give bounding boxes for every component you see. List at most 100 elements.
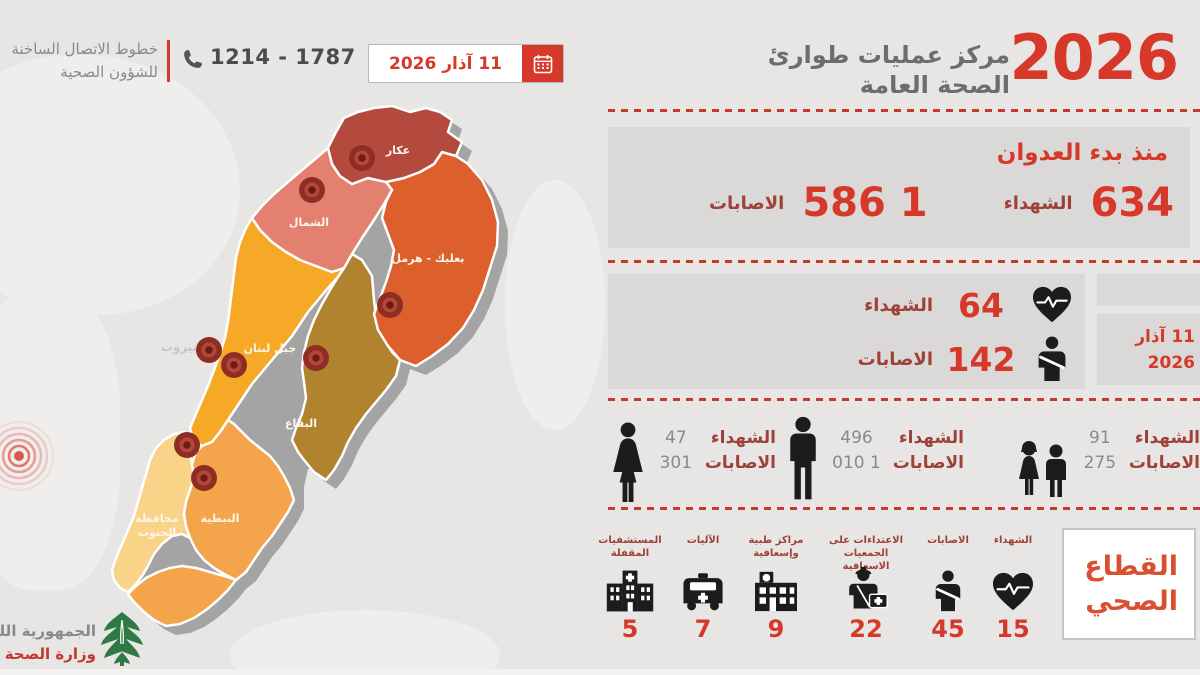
health-sector-items: الشهداء 15 الاصابات 45 الاع xyxy=(597,534,1038,643)
hs-item-ems-attacks: الاعتداءات على الجمعيات الاسعافية 22 xyxy=(824,534,908,643)
since-injuries-value: 1 586 xyxy=(802,180,928,226)
man-icon xyxy=(786,416,820,502)
children-injuries-value: 275 xyxy=(1083,452,1117,473)
children-numbers: 91 275 xyxy=(1083,426,1117,502)
cedar-logo xyxy=(101,612,143,666)
ministry-name: وزارة الصحة العامة xyxy=(0,645,96,664)
map-label-mount-lebanon: جبل لبنان xyxy=(244,342,297,355)
mini-date-line2: 2026 xyxy=(1147,352,1195,373)
map-region-nabatieh xyxy=(182,418,296,582)
medical-center-icon xyxy=(753,564,799,612)
health-sector-title-box: القطاع الصحي xyxy=(1062,528,1196,640)
hs-item-injuries: الاصابات 45 xyxy=(923,534,973,643)
calendar-icon xyxy=(533,54,552,73)
hs-vehicles-label: الآليات xyxy=(686,535,720,546)
hs-injuries-label: الاصابات xyxy=(927,535,969,546)
children-labels: الشهداء الاصابات xyxy=(1129,426,1200,502)
year-title: 2026 xyxy=(1009,21,1179,94)
hs-item-closed-hospitals: المستشفيات المقفلة xyxy=(597,534,663,643)
epicenter-rings-icon xyxy=(0,421,54,491)
paramedic-icon xyxy=(841,564,891,612)
men-labels: الشهداء الاصابات xyxy=(893,426,964,502)
map-label-bekaa: البقاع xyxy=(285,417,317,430)
map-label-south-line2: الجنوب xyxy=(138,526,176,539)
map-region-south-tip xyxy=(126,564,238,628)
ambulance-icon xyxy=(681,564,725,612)
demographics-men-group: الشهداء الاصابات 496 1 010 xyxy=(786,416,964,502)
women-numbers: 47 301 xyxy=(659,426,693,502)
map-label-south-line1: محافظة xyxy=(135,512,178,525)
men-numbers: 496 1 010 xyxy=(832,426,881,502)
dashed-divider xyxy=(608,109,1200,112)
children-injuries-label: الاصابات xyxy=(1128,452,1200,473)
closed-hospital-icon xyxy=(604,564,656,612)
hs-martyrs-value: 15 xyxy=(996,615,1030,643)
hs-injuries-value: 45 xyxy=(931,615,965,643)
date-box: 11 آذار 2026 xyxy=(368,44,564,83)
today-panel: 64 الشهداء 142 الاصابات xyxy=(608,274,1085,389)
children-martyrs-value: 91 xyxy=(1089,428,1111,448)
right-strip-panel xyxy=(1097,274,1200,306)
map-label-beirut: بيروت xyxy=(161,340,197,355)
hs-medical-centers-value: 9 xyxy=(767,615,785,643)
lebanon-map: عكار الشمال بعلبك - هرمل جبل لبنان البقا… xyxy=(110,104,508,635)
health-sector-title-line2: الصحي xyxy=(1085,586,1178,617)
map-label-baalbek-hermel: بعلبك - هرمل xyxy=(392,252,465,265)
hotline-label-line2: للشؤون الصحية xyxy=(60,62,158,81)
hs-ems-attacks-label: الاعتداءات على الجمعيات الاسعافية xyxy=(828,535,904,572)
strike-markers xyxy=(174,145,403,491)
since-injuries-label: الاصابات xyxy=(708,192,785,214)
org-title: مركز عمليات طوارئ الصحة العامة xyxy=(768,40,1010,100)
woman-icon xyxy=(609,422,647,502)
since-start-panel: منذ بدء العدوان 634 الشهداء 1 586 الاصاب… xyxy=(608,127,1190,248)
demographics-women-group: الشهداء الاصابات 47 301 xyxy=(608,416,776,502)
hotline-numbers: 1214 - 1787 xyxy=(210,45,356,69)
background-landmass xyxy=(505,180,605,430)
health-sector-title: القطاع الصحي xyxy=(1084,549,1178,619)
phone-icon xyxy=(184,50,202,68)
since-start-stats: 634 الشهداء 1 586 الاصابات xyxy=(709,183,1174,223)
hs-item-vehicles: الآليات 7 xyxy=(678,534,728,643)
hs-closed-hospitals-label: المستشفيات المقفلة xyxy=(598,535,662,559)
since-martyrs-label: الشهداء xyxy=(1003,192,1073,214)
health-sector-title-line1: القطاع xyxy=(1084,550,1178,582)
today-injuries-value: 142 xyxy=(946,339,1016,379)
hs-vehicles-value: 7 xyxy=(694,615,712,643)
injured-person-icon xyxy=(933,564,963,612)
men-martyrs-value: 496 xyxy=(840,428,873,448)
dashed-divider xyxy=(608,260,1200,263)
demographics-children-group: الشهداء الاصابات 91 275 xyxy=(1018,416,1200,502)
children-icon xyxy=(1015,440,1071,502)
heart-pulse-icon xyxy=(991,564,1035,612)
dashed-divider xyxy=(608,507,1200,510)
hs-medical-centers-label: مراكز طبية وإسعافية xyxy=(748,535,804,559)
women-injuries-value: 301 xyxy=(659,452,693,473)
mini-date-line1: 11 آذار xyxy=(1135,327,1195,347)
org-title-line2: الصحة العامة xyxy=(859,71,1010,99)
hs-item-medical-centers: مراكز طبية وإسعافية 9 xyxy=(743,534,809,643)
today-martyrs-label: الشهداء xyxy=(864,294,933,316)
map-label-nabatieh: النبطية xyxy=(201,512,240,525)
calendar-icon-wrap xyxy=(522,45,563,82)
hs-ems-attacks-value: 22 xyxy=(849,615,883,643)
today-injuries-row: 142 الاصابات xyxy=(858,336,1075,382)
ministry-signature: الجمهورية اللبنانية وزارة الصحة العامة xyxy=(0,620,96,667)
hotline-label-line1: خطوط الاتصال الساخنة xyxy=(11,40,158,58)
women-labels: الشهداء الاصابات xyxy=(705,426,776,502)
republic-name: الجمهورية اللبنانية xyxy=(0,622,96,640)
injured-person-icon xyxy=(1029,336,1075,382)
women-injuries-label: الاصابات xyxy=(704,452,776,473)
children-martyrs-label: الشهداء xyxy=(1134,428,1200,448)
today-martyrs-row: 64 الشهداء xyxy=(864,286,1075,324)
since-start-title: منذ بدء العدوان xyxy=(996,140,1168,166)
hs-item-martyrs: الشهداء 15 xyxy=(988,534,1038,643)
background-landmass xyxy=(230,610,500,675)
men-martyrs-label: الشهداء xyxy=(898,428,964,448)
women-martyrs-label: الشهداء xyxy=(710,428,776,448)
hs-martyrs-label: الشهداء xyxy=(993,535,1033,546)
map-label-north: الشمال xyxy=(289,216,329,229)
heart-pulse-icon xyxy=(1029,286,1075,324)
mini-date-text: 11 آذار 2026 xyxy=(1135,325,1195,376)
hotline-label: خطوط الاتصال الساخنة للشؤون الصحية xyxy=(0,38,158,83)
